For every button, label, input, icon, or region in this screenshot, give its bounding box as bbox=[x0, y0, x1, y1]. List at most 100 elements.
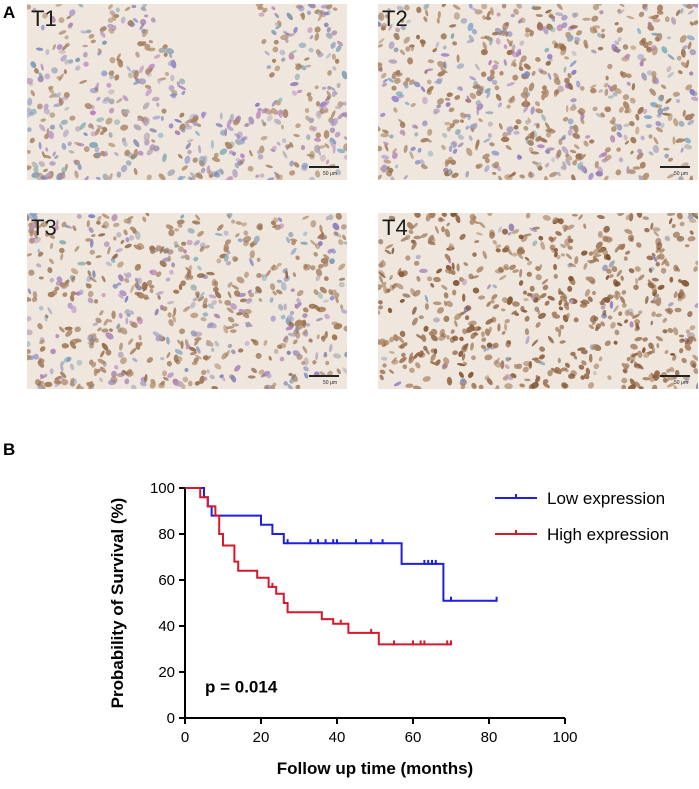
nucleus bbox=[247, 289, 252, 294]
nucleus bbox=[314, 170, 321, 178]
nucleus bbox=[629, 97, 636, 104]
nucleus bbox=[493, 161, 500, 169]
nucleus bbox=[275, 289, 283, 295]
nucleus bbox=[195, 172, 203, 179]
nucleus bbox=[287, 384, 294, 389]
tissue-texture bbox=[378, 213, 698, 389]
nucleus bbox=[124, 243, 132, 249]
nucleus bbox=[304, 57, 310, 61]
nucleus bbox=[378, 305, 384, 310]
nucleus bbox=[601, 28, 606, 33]
nucleus bbox=[541, 278, 549, 285]
nucleus bbox=[119, 290, 127, 297]
nucleus bbox=[639, 386, 644, 389]
nucleus bbox=[441, 226, 445, 233]
nucleus bbox=[609, 120, 614, 125]
nucleus bbox=[37, 75, 44, 83]
nucleus bbox=[506, 340, 511, 345]
nucleus bbox=[519, 268, 523, 278]
nucleus bbox=[149, 144, 156, 151]
nucleus bbox=[444, 97, 451, 101]
nucleus bbox=[137, 41, 144, 47]
nucleus bbox=[503, 59, 507, 66]
nucleus bbox=[474, 240, 480, 244]
nucleus bbox=[224, 141, 233, 149]
nucleus bbox=[88, 342, 95, 349]
nucleus bbox=[129, 310, 135, 315]
nucleus bbox=[29, 230, 34, 237]
nucleus bbox=[677, 279, 683, 284]
nucleus bbox=[461, 293, 466, 302]
nucleus bbox=[636, 242, 642, 248]
nucleus bbox=[507, 31, 513, 37]
nucleus bbox=[650, 320, 654, 326]
nucleus bbox=[502, 131, 508, 138]
nucleus bbox=[193, 256, 199, 262]
nucleus bbox=[330, 289, 337, 296]
nucleus bbox=[312, 126, 317, 132]
nucleus bbox=[555, 231, 562, 236]
nucleus bbox=[165, 224, 174, 230]
nucleus bbox=[338, 281, 345, 288]
nucleus bbox=[648, 268, 653, 273]
nucleus bbox=[96, 96, 101, 102]
nucleus bbox=[544, 300, 550, 306]
nucleus bbox=[343, 143, 347, 152]
nucleus bbox=[405, 77, 411, 82]
nucleus bbox=[421, 334, 427, 342]
nucleus bbox=[191, 115, 199, 123]
nucleus bbox=[652, 227, 661, 232]
nucleus bbox=[614, 329, 620, 336]
nucleus bbox=[554, 251, 558, 258]
nucleus bbox=[478, 221, 486, 229]
nucleus bbox=[678, 120, 685, 127]
nucleus bbox=[413, 235, 422, 240]
nucleus bbox=[50, 125, 56, 130]
nucleus bbox=[452, 148, 458, 154]
nucleus bbox=[507, 231, 512, 236]
nucleus bbox=[133, 70, 139, 79]
nucleus bbox=[423, 325, 429, 332]
nucleus bbox=[259, 145, 265, 154]
nucleus bbox=[123, 218, 132, 224]
nucleus bbox=[184, 368, 189, 372]
nucleus bbox=[487, 213, 493, 217]
nucleus bbox=[649, 88, 657, 96]
nucleus bbox=[324, 276, 329, 282]
nucleus bbox=[50, 348, 56, 355]
nucleus bbox=[547, 53, 553, 60]
nucleus bbox=[97, 48, 102, 53]
nucleus bbox=[378, 310, 381, 315]
nucleus bbox=[459, 233, 466, 240]
nucleus bbox=[614, 281, 621, 287]
nucleus bbox=[590, 279, 596, 285]
nucleus bbox=[432, 301, 442, 306]
nucleus bbox=[38, 141, 42, 150]
nucleus bbox=[196, 273, 205, 279]
nucleus bbox=[642, 347, 646, 354]
nucleus bbox=[27, 288, 32, 295]
nucleus bbox=[404, 4, 410, 11]
nucleus bbox=[569, 299, 574, 304]
nucleus bbox=[616, 27, 623, 33]
nucleus bbox=[313, 289, 319, 296]
nucleus bbox=[596, 32, 602, 38]
nucleus bbox=[399, 49, 406, 55]
nucleus bbox=[236, 131, 243, 139]
nucleus bbox=[59, 240, 67, 245]
nucleus bbox=[656, 241, 663, 251]
nucleus bbox=[149, 288, 154, 294]
nucleus bbox=[333, 231, 339, 237]
nucleus bbox=[607, 95, 615, 99]
nucleus bbox=[473, 332, 479, 336]
nucleus bbox=[500, 360, 505, 370]
nucleus bbox=[560, 48, 567, 56]
nucleus bbox=[192, 297, 199, 302]
nucleus bbox=[61, 167, 67, 173]
nucleus bbox=[468, 371, 474, 378]
nucleus bbox=[134, 277, 139, 283]
nucleus bbox=[446, 92, 453, 98]
nucleus bbox=[419, 268, 428, 274]
nucleus bbox=[289, 160, 295, 167]
nucleus bbox=[693, 266, 698, 272]
